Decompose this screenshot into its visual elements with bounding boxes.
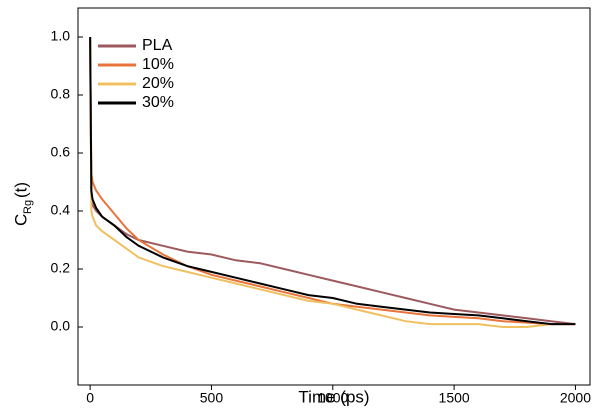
legend-label: PLA bbox=[142, 37, 173, 54]
y-tick-label: 0.4 bbox=[51, 202, 71, 218]
x-tick-label: 2000 bbox=[560, 390, 591, 406]
y-tick-label: 0.2 bbox=[51, 260, 71, 276]
x-tick-label: 1000 bbox=[317, 390, 348, 406]
plot-frame bbox=[77, 7, 591, 386]
y-tick-label: 1.0 bbox=[51, 28, 71, 44]
x-axis-label: Time (ps) bbox=[298, 387, 369, 406]
y-tick-label: 0.6 bbox=[51, 144, 71, 160]
y-axis-label: C bbox=[11, 214, 30, 226]
y-tick-label: 0.8 bbox=[51, 86, 71, 102]
x-tick-label: 500 bbox=[200, 390, 224, 406]
data-line bbox=[89, 36, 576, 326]
y-axis-label-sub: Rg bbox=[22, 200, 34, 214]
data-line bbox=[89, 36, 576, 328]
x-tick-label: 1500 bbox=[439, 390, 470, 406]
y-tick-label: 0.0 bbox=[51, 318, 71, 334]
y-axis-label-suffix: (t) bbox=[11, 182, 30, 198]
legend-label: 20% bbox=[142, 75, 174, 92]
legend-label: 10% bbox=[142, 56, 174, 73]
x-tick-label: 0 bbox=[86, 390, 94, 406]
y-axis-label-group: C Rg (t) bbox=[11, 182, 33, 226]
data-line bbox=[89, 36, 576, 326]
legend-label: 30% bbox=[142, 94, 174, 111]
